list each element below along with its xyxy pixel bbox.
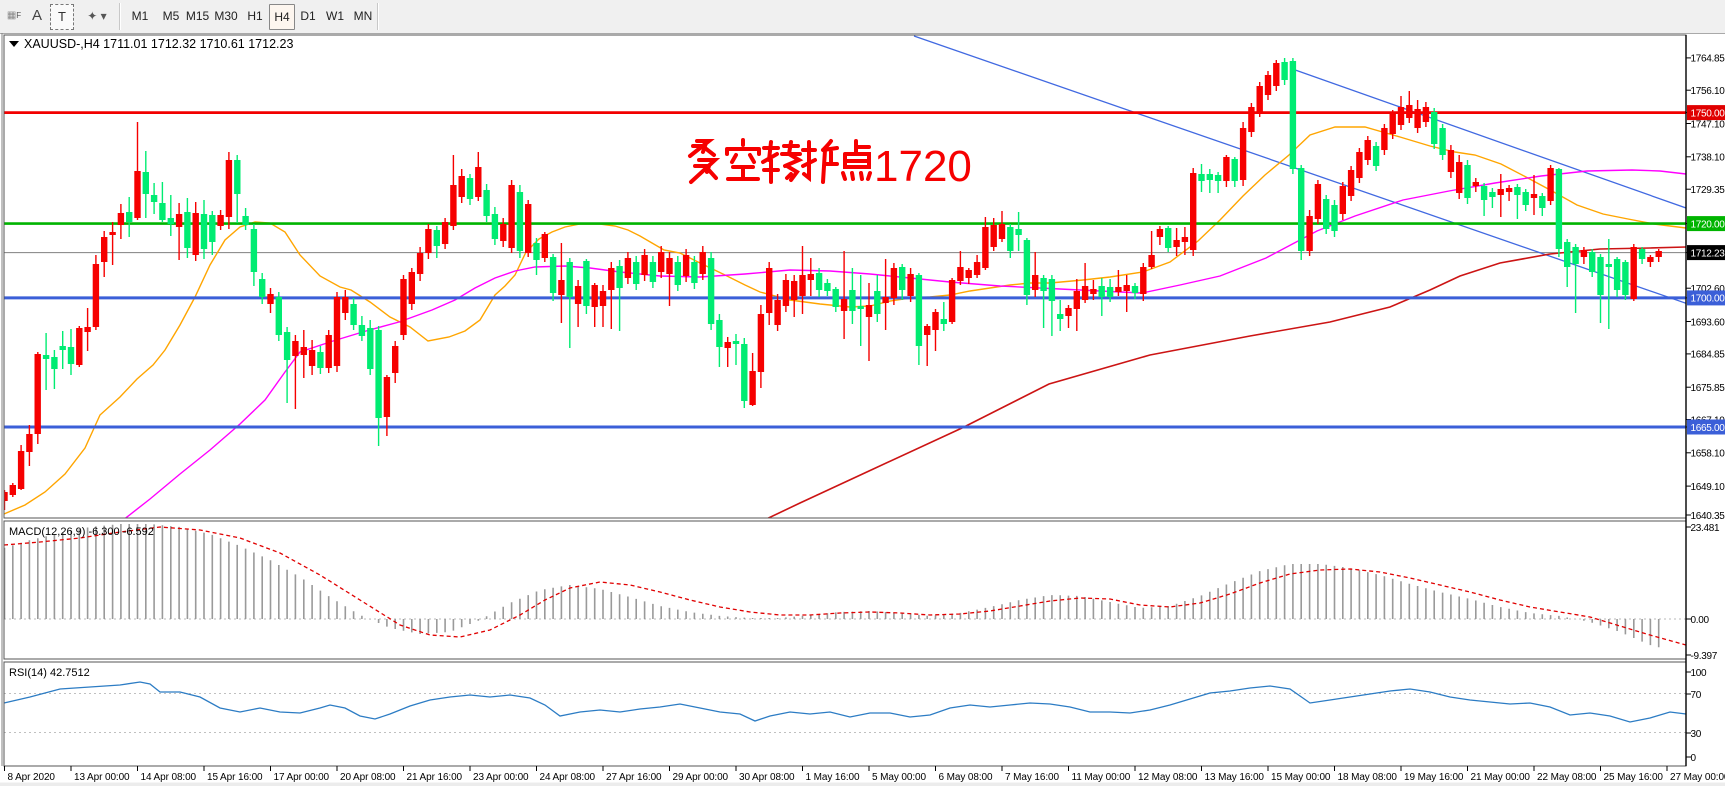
svg-text:7 May 16:00: 7 May 16:00	[1005, 772, 1059, 783]
svg-text:27 Apr 16:00: 27 Apr 16:00	[606, 772, 662, 783]
svg-text:27 May 00:00: 27 May 00:00	[1670, 772, 1725, 783]
svg-text:1729.35: 1729.35	[1691, 185, 1725, 196]
svg-text:0: 0	[1691, 753, 1697, 764]
svg-text:1640.35: 1640.35	[1691, 511, 1725, 522]
svg-text:29 Apr 00:00: 29 Apr 00:00	[673, 772, 729, 783]
svg-text:5 May 00:00: 5 May 00:00	[872, 772, 926, 783]
svg-text:24 Apr 08:00: 24 Apr 08:00	[540, 772, 596, 783]
svg-text:14 Apr 08:00: 14 Apr 08:00	[141, 772, 197, 783]
svg-text:8 Apr 2020: 8 Apr 2020	[8, 772, 56, 783]
svg-text:1658.10: 1658.10	[1691, 449, 1725, 460]
svg-text:22 May 08:00: 22 May 08:00	[1537, 772, 1597, 783]
svg-text:18 May 08:00: 18 May 08:00	[1338, 772, 1398, 783]
svg-text:0.00: 0.00	[1691, 615, 1710, 626]
svg-text:23 Apr 00:00: 23 Apr 00:00	[473, 772, 529, 783]
svg-text:25 May 16:00: 25 May 16:00	[1604, 772, 1664, 783]
svg-text:11 May 00:00: 11 May 00:00	[1072, 772, 1131, 783]
svg-text:1747.10: 1747.10	[1691, 119, 1725, 130]
svg-text:23.481: 23.481	[1691, 523, 1721, 534]
svg-text:1675.85: 1675.85	[1691, 383, 1725, 394]
svg-text:XAUUSD-,H4 1711.01 1712.32 17: XAUUSD-,H4 1711.01 1712.32 1710.61 1712.…	[24, 37, 293, 51]
svg-text:13 Apr 00:00: 13 Apr 00:00	[74, 772, 130, 783]
svg-text:1764.85: 1764.85	[1691, 54, 1725, 65]
svg-text:1702.60: 1702.60	[1691, 284, 1725, 295]
svg-text:1665.00: 1665.00	[1691, 423, 1725, 434]
svg-text:12 May 08:00: 12 May 08:00	[1138, 772, 1198, 783]
svg-text:30: 30	[1691, 729, 1702, 740]
svg-text:30 Apr 08:00: 30 Apr 08:00	[739, 772, 795, 783]
svg-text:6 May 08:00: 6 May 08:00	[939, 772, 993, 783]
svg-text:1684.85: 1684.85	[1691, 350, 1725, 361]
svg-text:19 May 16:00: 19 May 16:00	[1404, 772, 1464, 783]
svg-text:21 May 00:00: 21 May 00:00	[1471, 772, 1531, 783]
svg-text:1649.10: 1649.10	[1691, 482, 1725, 493]
svg-text:70: 70	[1691, 690, 1702, 701]
svg-text:1756.10: 1756.10	[1691, 86, 1725, 97]
svg-text:100: 100	[1691, 668, 1708, 679]
svg-text:1712.23: 1712.23	[1691, 248, 1725, 259]
svg-text:RSI(14) 42.7512: RSI(14) 42.7512	[9, 667, 90, 679]
svg-text:1700.00: 1700.00	[1691, 294, 1725, 305]
svg-text:17 Apr 00:00: 17 Apr 00:00	[274, 772, 330, 783]
svg-text:MACD(12,26,9) -6.300 -6.592: MACD(12,26,9) -6.300 -6.592	[9, 526, 154, 538]
svg-text:1 May 16:00: 1 May 16:00	[806, 772, 860, 783]
svg-text:-9.397: -9.397	[1691, 651, 1718, 662]
svg-text:20 Apr 08:00: 20 Apr 08:00	[340, 772, 396, 783]
svg-text:1750.00: 1750.00	[1691, 108, 1725, 119]
svg-text:15 Apr 16:00: 15 Apr 16:00	[207, 772, 263, 783]
svg-text:13 May 16:00: 13 May 16:00	[1205, 772, 1265, 783]
svg-text:1693.60: 1693.60	[1691, 317, 1725, 328]
svg-text:1738.10: 1738.10	[1691, 153, 1725, 164]
svg-text:1720.00: 1720.00	[1691, 219, 1725, 230]
svg-text:15 May 00:00: 15 May 00:00	[1271, 772, 1331, 783]
svg-text:21 Apr 16:00: 21 Apr 16:00	[407, 772, 463, 783]
svg-text:1720: 1720	[874, 142, 972, 191]
